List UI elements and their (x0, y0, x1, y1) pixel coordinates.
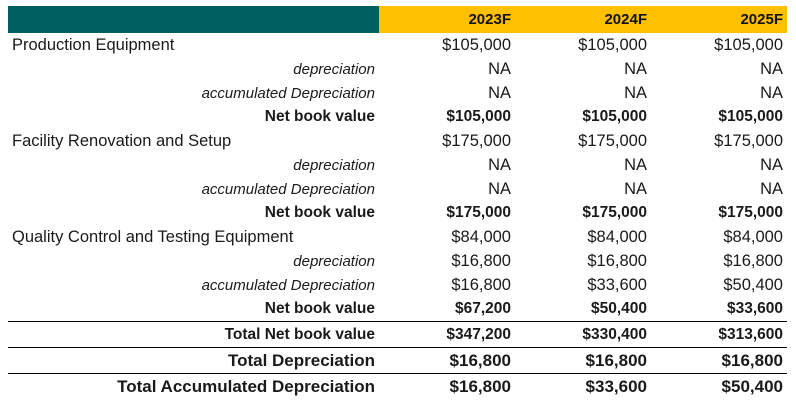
cell: $16,800 (723, 251, 783, 270)
cell: NA (624, 59, 647, 78)
asset-cost-row: Quality Control and Testing Equipment $8… (8, 225, 787, 249)
cell: $105,000 (714, 35, 783, 54)
cell: $175,000 (718, 204, 783, 221)
row-label: depreciation (293, 156, 375, 174)
cell: $175,000 (714, 131, 783, 150)
cell: NA (760, 179, 783, 198)
net-book-value-row: Net book value $105,000 $105,000 $105,00… (8, 105, 787, 129)
cell: NA (760, 155, 783, 174)
row-label: Net book value (264, 108, 375, 125)
cell: $50,400 (590, 300, 647, 317)
cell: $105,000 (718, 108, 783, 125)
cell: NA (760, 59, 783, 78)
row-label: accumulated Depreciation (201, 180, 375, 198)
asset-name: Facility Renovation and Setup (12, 131, 232, 150)
cell: $105,000 (442, 35, 511, 54)
depreciation-row: depreciation NA NA NA (8, 153, 787, 177)
cell: $175,000 (442, 131, 511, 150)
cell: $16,800 (379, 373, 515, 399)
cell: $16,800 (379, 347, 515, 374)
cell: NA (760, 83, 783, 102)
cell: $50,400 (651, 373, 787, 399)
total-accumulated-depreciation-row: Total Accumulated Depreciation $16,800 $… (8, 373, 787, 399)
cell: $16,800 (587, 251, 647, 270)
cell: NA (624, 83, 647, 102)
net-book-value-row: Net book value $67,200 $50,400 $33,600 (8, 297, 787, 322)
cell: $33,600 (515, 373, 651, 399)
row-label: Total Depreciation (8, 347, 379, 374)
total-net-book-value-row: Total Net book value $347,200 $330,400 $… (8, 321, 787, 348)
cell: $347,200 (379, 321, 515, 348)
row-label: depreciation (293, 252, 375, 270)
cell: $84,000 (723, 227, 783, 246)
cell: NA (488, 83, 511, 102)
header-year-2025: 2025F (651, 6, 787, 33)
depreciation-table: 2023F 2024F 2025F Production Equipment $… (8, 6, 787, 399)
cell: $16,800 (651, 347, 787, 374)
row-label: Total Net book value (8, 321, 379, 348)
row-label: Net book value (264, 300, 375, 317)
accumulated-depreciation-row: accumulated Depreciation NA NA NA (8, 177, 787, 201)
row-label: Total Accumulated Depreciation (8, 373, 379, 399)
cell: $105,000 (446, 108, 511, 125)
cell: $84,000 (587, 227, 647, 246)
row-label: depreciation (293, 60, 375, 78)
cell: $16,800 (451, 251, 511, 270)
cell: NA (488, 155, 511, 174)
cell: NA (488, 59, 511, 78)
row-label: accumulated Depreciation (201, 84, 375, 102)
cell: $105,000 (578, 35, 647, 54)
accumulated-depreciation-row: accumulated Depreciation NA NA NA (8, 81, 787, 105)
asset-cost-row: Facility Renovation and Setup $175,000 $… (8, 129, 787, 153)
cell: $175,000 (582, 204, 647, 221)
cell: $33,600 (726, 300, 783, 317)
cell: NA (488, 179, 511, 198)
header-year-2023: 2023F (379, 6, 515, 33)
depreciation-row: depreciation $16,800 $16,800 $16,800 (8, 249, 787, 273)
asset-cost-row: Production Equipment $105,000 $105,000 $… (8, 33, 787, 57)
cell: $84,000 (451, 227, 511, 246)
cell: $175,000 (578, 131, 647, 150)
cell: $105,000 (582, 108, 647, 125)
row-label: Net book value (264, 204, 375, 221)
cell: $50,400 (723, 275, 783, 294)
header-label-cell (8, 6, 379, 33)
total-depreciation-row: Total Depreciation $16,800 $16,800 $16,8… (8, 347, 787, 374)
row-label: accumulated Depreciation (201, 276, 375, 294)
asset-name: Quality Control and Testing Equipment (12, 227, 294, 246)
depreciation-row: depreciation NA NA NA (8, 57, 787, 81)
asset-name: Production Equipment (12, 35, 175, 54)
cell: $16,800 (451, 275, 511, 294)
cell: $16,800 (515, 347, 651, 374)
header-year-2024: 2024F (515, 6, 651, 33)
cell: $67,200 (454, 300, 511, 317)
cell: $330,400 (515, 321, 651, 348)
header-row: 2023F 2024F 2025F (8, 6, 787, 33)
cell: NA (624, 155, 647, 174)
net-book-value-row: Net book value $175,000 $175,000 $175,00… (8, 201, 787, 225)
cell: $175,000 (446, 204, 511, 221)
cell: $313,600 (651, 321, 787, 348)
accumulated-depreciation-row: accumulated Depreciation $16,800 $33,600… (8, 273, 787, 297)
cell: $33,600 (587, 275, 647, 294)
cell: NA (624, 179, 647, 198)
